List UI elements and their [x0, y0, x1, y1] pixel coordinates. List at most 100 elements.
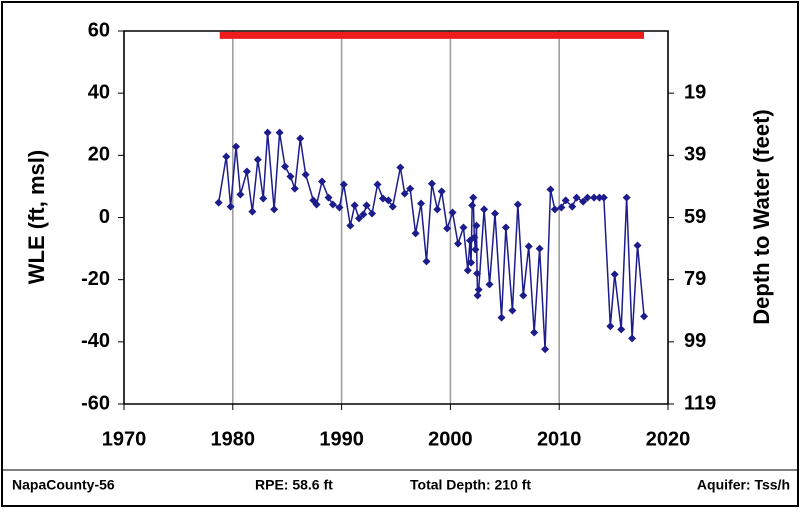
data-point [362, 201, 371, 210]
data-point [467, 258, 476, 267]
y-tick-label: 60 [88, 19, 110, 41]
data-point [579, 197, 588, 206]
data-point [546, 185, 555, 194]
footer-text: RPE: 58.6 ft [255, 477, 333, 493]
data-point [572, 193, 581, 202]
data-point [557, 203, 566, 212]
data-point [474, 285, 483, 294]
data-point [296, 134, 305, 143]
y2-tick-label: 19 [684, 81, 706, 103]
y2-tick-label: 59 [684, 206, 706, 228]
y-tick-label: 0 [99, 206, 110, 228]
data-point [535, 244, 544, 253]
data-point [491, 209, 500, 218]
y-tick-label: -20 [81, 268, 110, 290]
y2-axis-label: Depth to Water (feet) [749, 109, 774, 325]
data-point [497, 313, 506, 322]
y-tick-label: -40 [81, 330, 110, 352]
data-point [417, 199, 426, 208]
data-point [471, 245, 480, 254]
data-point [530, 328, 539, 337]
data-point [318, 177, 327, 186]
data-point [433, 205, 442, 214]
data-point [454, 239, 463, 248]
x-tick-label: 1990 [319, 428, 364, 450]
data-point [411, 229, 420, 238]
data-point [328, 200, 337, 209]
data-point [472, 221, 481, 230]
data-point [214, 198, 223, 207]
data-point [253, 155, 262, 164]
data-point [550, 205, 559, 214]
data-point [270, 205, 279, 214]
data-point [400, 189, 409, 198]
data-point [355, 214, 364, 223]
data-point [463, 266, 472, 275]
data-point [508, 306, 517, 315]
data-point [312, 200, 321, 209]
data-point [524, 242, 533, 251]
data-point [339, 180, 348, 189]
data-point [459, 223, 468, 232]
data-point [263, 128, 272, 137]
data-point [606, 322, 615, 331]
data-point [437, 187, 446, 196]
data-point [595, 193, 604, 202]
data-point [469, 193, 478, 202]
data-point [501, 223, 510, 232]
y-tick-label: 20 [88, 144, 110, 166]
plot-area [124, 31, 668, 404]
data-point [617, 325, 626, 334]
data-point [236, 190, 245, 199]
data-point [590, 193, 599, 202]
data-point [443, 224, 452, 233]
y-tick-label: 40 [88, 81, 110, 103]
y2-tick-label: 39 [684, 144, 706, 166]
data-point [599, 193, 608, 202]
y2-tick-label: 79 [684, 268, 706, 290]
data-point [480, 205, 489, 214]
data-point [427, 179, 436, 188]
data-point [286, 172, 295, 181]
data-point [406, 184, 415, 193]
data-point [610, 270, 619, 279]
x-tick-label: 2000 [428, 428, 473, 450]
x-tick-label: 2010 [537, 428, 582, 450]
data-point [628, 334, 637, 343]
data-point [468, 201, 477, 210]
data-point [513, 200, 522, 209]
data-point [368, 209, 377, 218]
footer-text: NapaCounty-56 [12, 477, 115, 493]
y-tick-label: -60 [81, 392, 110, 414]
data-point [226, 202, 235, 211]
data-point [473, 269, 482, 278]
data-point [396, 163, 405, 172]
data-point [519, 291, 528, 300]
data-point [583, 193, 592, 202]
data-point [422, 257, 431, 266]
data-point [448, 208, 457, 217]
data-point [281, 162, 290, 171]
data-point [324, 193, 333, 202]
y-axis-label: WLE (ft, msl) [24, 150, 49, 284]
data-point [275, 128, 284, 137]
x-tick-label: 2020 [646, 428, 691, 450]
data-point [350, 201, 359, 210]
data-point [470, 233, 479, 242]
data-point [301, 170, 310, 179]
data-point [248, 207, 257, 216]
y2-tick-label: 119 [684, 392, 716, 414]
footer-text: Total Depth: 210 ft [410, 477, 531, 493]
data-point [622, 193, 631, 202]
data-point [259, 194, 268, 203]
data-point [242, 167, 251, 176]
data-point [290, 184, 299, 193]
data-point [541, 345, 550, 354]
data-point [346, 221, 355, 230]
footer-text: Aquifer: Tss/h [697, 477, 790, 493]
data-point [561, 196, 570, 205]
data-point [640, 312, 649, 321]
data-point [473, 291, 482, 300]
data-point [359, 210, 368, 219]
